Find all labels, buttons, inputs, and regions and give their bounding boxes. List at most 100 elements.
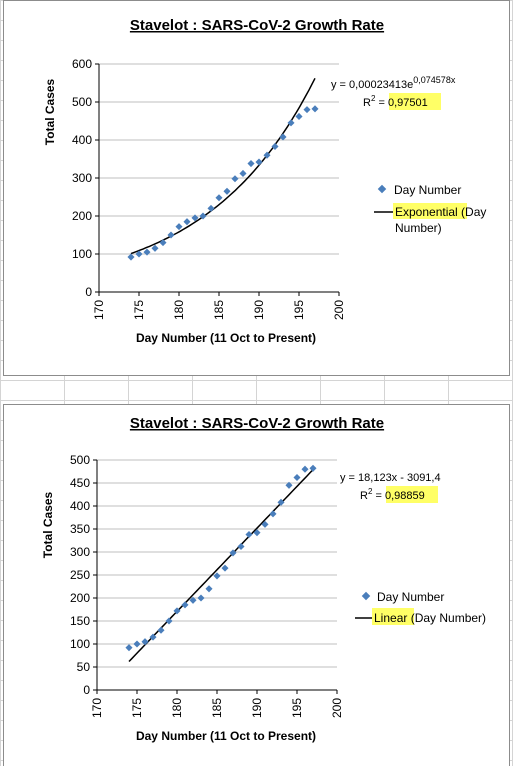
data-point: [157, 626, 165, 634]
data-point: [205, 585, 213, 593]
legend: Day Number Linear (Day Number): [355, 590, 486, 625]
y-tick-label: 450: [70, 476, 90, 490]
data-point: [245, 530, 253, 539]
r2-highlight: [389, 93, 441, 110]
y-tick-label: 50: [77, 660, 91, 674]
trendline: [128, 469, 314, 663]
data-point: [127, 253, 135, 261]
x-tick-labels: 170 175 180 185 190 195 200: [92, 300, 346, 320]
trendline: [130, 77, 316, 255]
y-tick-label: 200: [70, 591, 90, 605]
y-tick-label: 100: [70, 637, 90, 651]
chart-exponential[interactable]: Stavelot : SARS-CoV-2 Growth Rate 0 100 20…: [3, 0, 510, 376]
y-tick-label: 350: [70, 522, 90, 536]
data-point: [239, 169, 247, 177]
data-point: [303, 106, 311, 114]
y-tick-labels: 0 50 100 150 200 250 300 350 400 450 500: [70, 453, 90, 697]
data-point: [215, 194, 223, 202]
gridlines: [95, 63, 340, 296]
legend-trend-label: Linear (Day Number): [374, 611, 486, 625]
data-point: [293, 473, 301, 482]
gridlines: [93, 459, 338, 694]
y-tick-label: 300: [70, 545, 90, 559]
data-point: [309, 464, 317, 472]
y-tick-label: 500: [70, 453, 90, 467]
data-point: [253, 529, 261, 537]
x-tick-label: 185: [212, 300, 226, 320]
x-tick-label: 195: [290, 698, 304, 718]
chart-linear-svg: Stavelot : SARS-CoV-2 Growth Rate 0 50 100…: [41, 415, 486, 743]
data-point: [231, 175, 239, 183]
data-point: [263, 151, 271, 159]
chart-exponential-svg: Stavelot : SARS-CoV-2 Growth Rate 0 100 20…: [43, 17, 486, 345]
data-point: [189, 596, 197, 604]
data-point: [167, 231, 175, 239]
trendline-equation: y = 0,00023413e0,074578x: [331, 75, 456, 91]
data-point: [285, 481, 293, 489]
legend-marker-icon: [361, 591, 371, 601]
data-point: [151, 244, 159, 252]
data-point: [191, 214, 199, 222]
legend-marker-icon: [377, 184, 387, 194]
data-point: [237, 542, 245, 551]
trendline-path: [128, 469, 314, 663]
chart-linear[interactable]: Stavelot : SARS-CoV-2 Growth Rate 0 50 100…: [3, 404, 510, 766]
y-axis-title: Total Cases: [41, 491, 55, 558]
legend-series-label: Day Number: [377, 590, 444, 604]
data-point: [135, 250, 143, 258]
data-point: [125, 644, 133, 652]
y-tick-label: 400: [72, 133, 92, 147]
data-points: [125, 464, 317, 652]
x-tick-label: 200: [330, 698, 344, 718]
data-point: [247, 160, 255, 168]
x-tick-labels: 170 175 180 185 190 195 200: [90, 698, 344, 718]
data-point: [269, 510, 277, 518]
data-point: [277, 498, 285, 506]
legend-highlight: [372, 608, 414, 625]
chart-title: Stavelot : SARS-CoV-2 Growth Rate: [130, 17, 384, 34]
x-tick-label: 175: [132, 300, 146, 320]
x-tick-label: 190: [250, 698, 264, 718]
x-tick-label: 190: [252, 300, 266, 320]
r2-value: 0,98859: [385, 490, 425, 502]
y-tick-label: 0: [85, 285, 92, 299]
y-tick-label: 150: [70, 614, 90, 628]
legend-series-label: Day Number: [394, 183, 461, 197]
y-tick-label: 200: [72, 209, 92, 223]
legend-trend-label-line2: Number): [395, 221, 442, 235]
y-tick-label: 250: [70, 568, 90, 582]
data-point: [295, 112, 303, 120]
equation-prefix: y = 0,00023413e: [331, 79, 413, 91]
data-point: [175, 223, 183, 231]
r2-text: R2 = 0,98859: [360, 487, 425, 502]
y-tick-label: 0: [83, 683, 90, 697]
x-tick-label: 200: [332, 300, 346, 320]
y-tick-label: 500: [72, 95, 92, 109]
data-point: [181, 601, 189, 609]
data-point: [197, 594, 205, 602]
x-axis-title: Day Number (11 Oct to Present): [136, 729, 316, 743]
data-point: [133, 640, 141, 648]
data-point: [183, 218, 191, 226]
x-tick-label: 170: [90, 698, 104, 718]
legend: Day Number Exponential (Day Number): [374, 183, 486, 235]
legend-trend-label-line1: Exponential (Day: [395, 205, 486, 219]
y-tick-label: 300: [72, 171, 92, 185]
legend-highlight: [393, 203, 467, 219]
r2-value: 0,97501: [388, 97, 428, 109]
data-point: [213, 572, 221, 580]
y-tick-label: 400: [70, 499, 90, 513]
x-tick-label: 180: [170, 698, 184, 718]
r2-text: R2 = 0,97501: [363, 94, 428, 109]
x-tick-label: 195: [292, 300, 306, 320]
data-point: [255, 158, 263, 166]
data-point: [141, 638, 149, 646]
data-point: [159, 239, 167, 247]
trendline-path: [130, 77, 316, 255]
data-point: [223, 187, 231, 195]
data-point: [279, 133, 287, 141]
data-point: [301, 465, 309, 473]
x-tick-label: 180: [172, 300, 186, 320]
y-tick-labels: 0 100 200 300 400 500 600: [72, 57, 92, 299]
data-point: [287, 119, 295, 127]
